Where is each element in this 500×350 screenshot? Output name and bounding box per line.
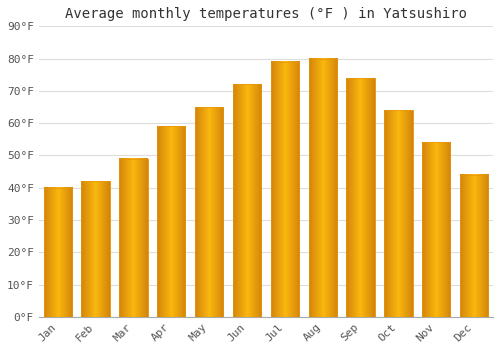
Bar xyxy=(119,159,148,317)
Bar xyxy=(157,126,186,317)
Bar xyxy=(308,58,337,317)
Bar xyxy=(195,107,224,317)
Bar xyxy=(82,181,110,317)
Bar xyxy=(270,62,299,317)
Bar xyxy=(157,126,186,317)
Bar xyxy=(384,110,412,317)
Bar xyxy=(82,181,110,317)
Bar xyxy=(233,84,261,317)
Bar xyxy=(270,62,299,317)
Bar xyxy=(346,78,375,317)
Bar xyxy=(308,58,337,317)
Bar xyxy=(422,142,450,317)
Bar xyxy=(233,84,261,317)
Bar xyxy=(384,110,412,317)
Bar xyxy=(346,78,375,317)
Bar xyxy=(460,175,488,317)
Bar xyxy=(195,107,224,317)
Bar xyxy=(44,188,72,317)
Bar xyxy=(422,142,450,317)
Title: Average monthly temperatures (°F ) in Yatsushiro: Average monthly temperatures (°F ) in Ya… xyxy=(65,7,467,21)
Bar xyxy=(460,175,488,317)
Bar xyxy=(44,188,72,317)
Bar xyxy=(119,159,148,317)
